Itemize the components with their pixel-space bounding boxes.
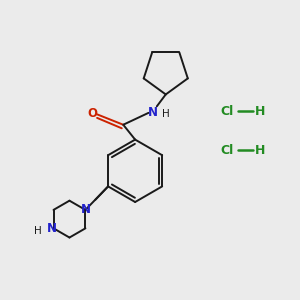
Text: H: H (34, 226, 42, 236)
Text: N: N (148, 106, 158, 119)
Text: N: N (80, 203, 90, 216)
Text: O: O (87, 107, 97, 120)
Text: H: H (255, 143, 265, 157)
Text: H: H (255, 105, 265, 118)
Text: Cl: Cl (221, 143, 234, 157)
Text: H: H (162, 109, 169, 119)
Text: N: N (47, 222, 57, 235)
Text: Cl: Cl (221, 105, 234, 118)
